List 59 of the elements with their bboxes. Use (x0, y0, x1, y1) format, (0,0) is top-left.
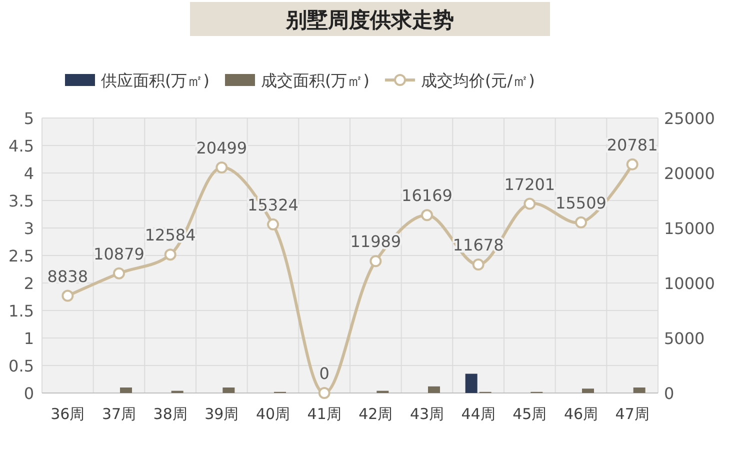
y-tick-label: 4.5 (8, 136, 34, 156)
y2-tick-label: 5000 (664, 329, 705, 348)
point (318, 387, 330, 399)
y-tick-label: 3.5 (8, 192, 34, 210)
x-tick-label: 43周 (410, 405, 444, 423)
x-tick-label: 37周 (102, 405, 136, 423)
chart-title: 别墅周度供求走势 (285, 8, 454, 32)
y-tick-label: 3 (24, 219, 34, 238)
x-tick-label: 45周 (512, 405, 547, 423)
y-tick-label: 0 (24, 384, 34, 403)
y2-tick-label: 15000 (664, 219, 715, 238)
y-tick-label: 4 (24, 164, 34, 183)
bar (465, 374, 478, 393)
data-label: 17201 (504, 174, 556, 194)
y2-tick-label: 20000 (664, 164, 715, 183)
bar (428, 386, 440, 393)
x-tick-label: 38周 (153, 405, 188, 423)
point (216, 162, 228, 174)
y-tick-label: 2 (24, 274, 34, 293)
point (524, 198, 536, 210)
data-label: 20781 (606, 135, 658, 154)
point (421, 209, 433, 222)
x-tick-label: 40周 (256, 405, 290, 423)
y-tick-label: 5 (24, 109, 34, 128)
y-tick-label: 2.5 (8, 246, 34, 266)
y-tick-label: 1 (24, 329, 34, 348)
x-tick-label: 39周 (204, 405, 239, 423)
x-tick-label: 47周 (615, 405, 650, 423)
data-label: 10879 (94, 244, 144, 264)
data-label: 8838 (47, 266, 88, 286)
point (62, 290, 74, 302)
data-label: 0 (319, 364, 330, 383)
x-tick-label: 44周 (461, 405, 496, 423)
x-tick-label: 41周 (307, 405, 342, 423)
bar (582, 388, 594, 393)
point (626, 158, 638, 170)
point (164, 248, 176, 261)
x-tick-label: 42周 (358, 405, 393, 423)
point (267, 218, 279, 230)
legend-label: 成交面积(万㎡) (261, 71, 370, 90)
point (370, 255, 382, 268)
point (113, 267, 125, 280)
y2-tick-label: 0 (664, 384, 674, 403)
data-label: 16169 (402, 186, 452, 206)
data-label: 20499 (196, 138, 248, 158)
data-label: 15509 (556, 193, 606, 212)
y-tick-label: 0.5 (8, 356, 34, 376)
y2-tick-label: 10000 (664, 274, 715, 293)
bar (633, 388, 646, 393)
legend-label: 供应面积(万㎡) (101, 71, 210, 90)
point (472, 258, 484, 271)
point (575, 216, 587, 228)
bar (120, 388, 132, 393)
legend-label: 成交均价(元/㎡) (421, 71, 535, 90)
y-tick-label: 1.5 (8, 302, 34, 320)
x-tick-label: 46周 (564, 405, 598, 423)
bar (222, 388, 235, 393)
y2-tick-label: 25000 (664, 109, 715, 128)
x-tick-label: 36周 (50, 405, 85, 423)
